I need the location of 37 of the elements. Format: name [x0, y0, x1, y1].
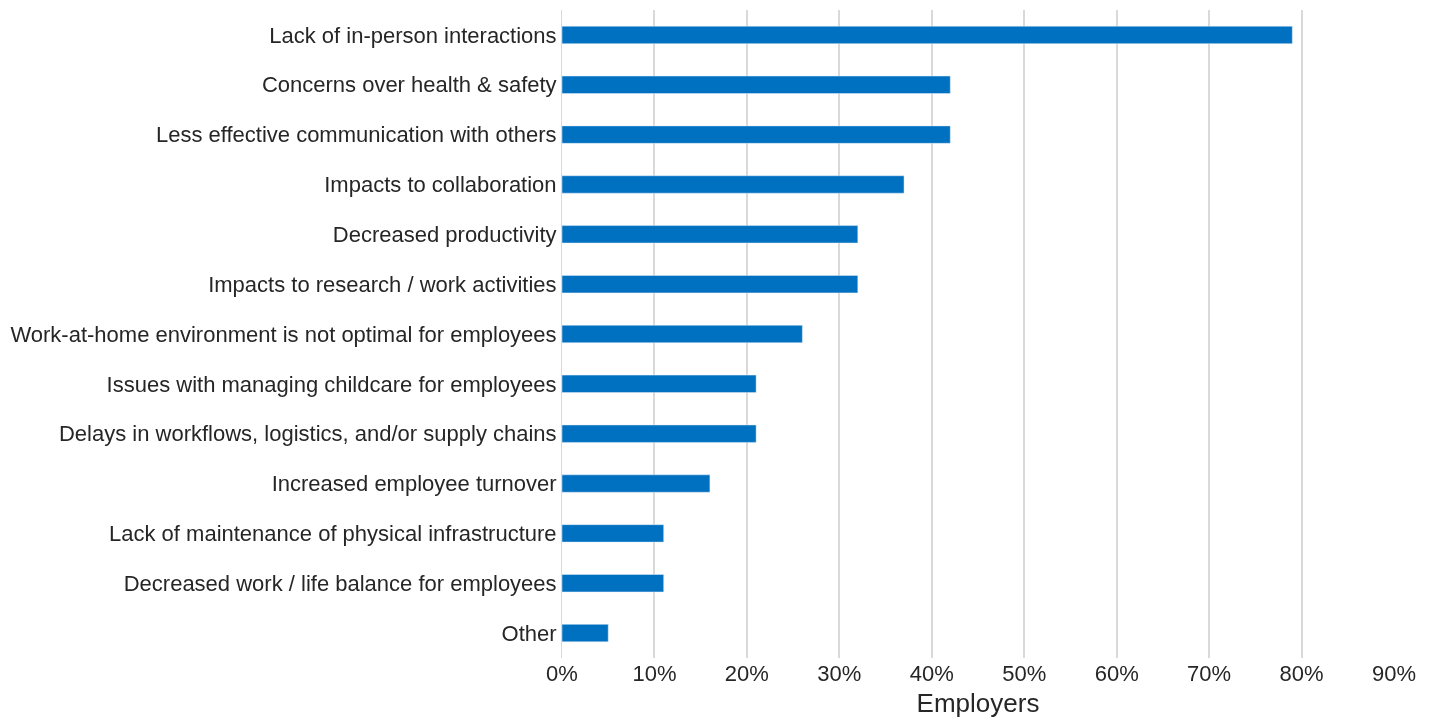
- x-tick-label: 10%: [632, 661, 677, 686]
- y-tick-label: Lack of maintenance of physical infrastructure: [109, 521, 557, 547]
- bar: [562, 325, 803, 343]
- bar: [562, 275, 859, 294]
- bar: [562, 424, 757, 443]
- y-tick-label: Impacts to collaboration: [324, 172, 557, 198]
- x-tick-label: 30%: [817, 661, 862, 686]
- x-tick-label: 20%: [724, 661, 769, 686]
- y-tick-label: Concerns over health & safety: [261, 72, 557, 98]
- bar: [562, 374, 757, 393]
- bar: [562, 225, 859, 244]
- bar: [562, 75, 951, 94]
- x-tick-label: 70%: [1187, 661, 1232, 686]
- bar: [562, 524, 664, 543]
- x-tick-label: 80%: [1279, 661, 1324, 686]
- bar: [562, 574, 664, 593]
- y-tick-label: Work-at-home environment is not optimal for employees: [10, 321, 557, 347]
- bar: [562, 624, 609, 643]
- bar: [562, 25, 1293, 44]
- y-tick-label: Delays in workflows, logistics, and/or supply chains: [58, 421, 557, 447]
- y-tick-label: Less effective communication with others: [155, 122, 557, 148]
- y-tick-label: Other: [501, 620, 557, 646]
- x-tick-label: 60%: [1094, 661, 1139, 686]
- x-tick-label: 40%: [909, 661, 954, 686]
- x-axis-title: Employers: [916, 687, 1040, 718]
- x-tick-label: 90%: [1371, 661, 1417, 686]
- y-tick-label: Lack of in-person interactions: [269, 22, 557, 48]
- y-tick-label: Impacts to research / work activities: [208, 271, 557, 297]
- bar: [562, 125, 951, 144]
- y-tick-label: Decreased productivity: [332, 222, 557, 248]
- bar: [562, 474, 711, 493]
- y-tick-label: Issues with managing childcare for employees: [106, 371, 557, 397]
- x-tick-label: 0%: [546, 661, 578, 686]
- y-tick-label: Increased employee turnover: [271, 471, 557, 497]
- bar: [562, 175, 905, 194]
- x-tick-label: 50%: [1002, 661, 1047, 686]
- y-tick-label: Decreased work / life balance for employees: [123, 570, 557, 596]
